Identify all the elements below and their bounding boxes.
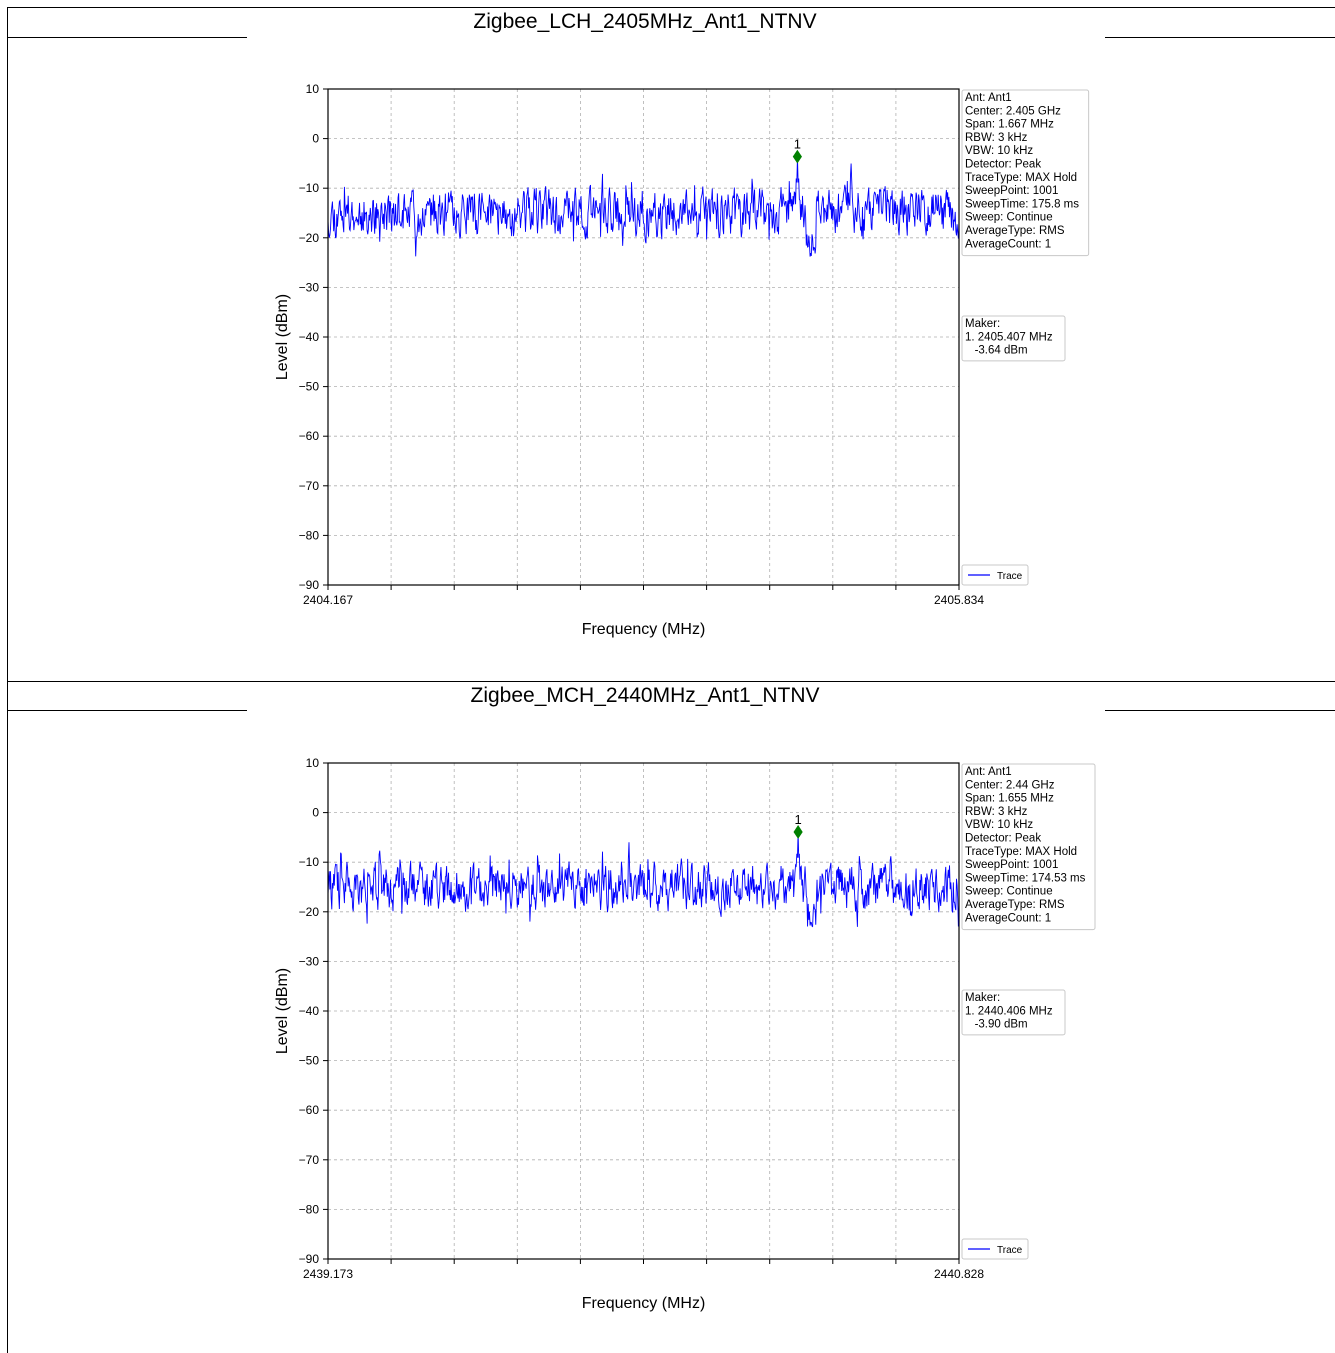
- maker-line: 1. 2440.406 MHz: [965, 1005, 1053, 1017]
- y-tick-label: −50: [299, 380, 320, 394]
- maker-box: [961, 315, 1066, 362]
- x-axis-label: Frequency (MHz): [582, 1295, 706, 1312]
- title-underline-left: [7, 37, 247, 38]
- settings-line: AverageCount: 1: [965, 238, 1051, 250]
- settings-line: Center: 2.405 GHz: [965, 105, 1061, 117]
- legend-box: [961, 564, 1029, 586]
- settings-line: Detector: Peak: [965, 159, 1041, 171]
- panel-left-border: [7, 681, 8, 1353]
- settings-line: TraceType: MAX Hold: [965, 172, 1077, 184]
- panel-left-border: [7, 7, 8, 681]
- y-tick-label: −30: [299, 954, 320, 968]
- y-tick-label: −60: [299, 1103, 320, 1117]
- y-tick-label: −90: [299, 578, 320, 592]
- settings-line: Span: 1.667 MHz: [965, 119, 1054, 131]
- maker-line: Maker:: [965, 992, 1000, 1004]
- x-tick-label: 2405.834: [934, 593, 984, 607]
- chart-title: Zigbee_LCH_2405MHz_Ant1_NTNV: [473, 10, 817, 33]
- y-tick-label: −80: [299, 528, 320, 542]
- settings-line: RBW: 3 kHz: [965, 132, 1028, 144]
- panel-top-border: [7, 7, 1335, 8]
- settings-line: AverageCount: 1: [965, 912, 1051, 924]
- x-axis-label: Frequency (MHz): [582, 621, 706, 638]
- settings-line: Center: 2.44 GHz: [965, 779, 1055, 791]
- panel-separator: [7, 681, 1335, 682]
- chart-panel-lch: Zigbee_LCH_2405MHz_Ant1_NTNV 10 0 −10 −20 −3…: [0, 7, 1335, 681]
- legend-box: [961, 1238, 1029, 1260]
- peak-marker: [792, 149, 802, 164]
- settings-line: RBW: 3 kHz: [965, 806, 1028, 818]
- chart-title: Zigbee_MCH_2440MHz_Ant1_NTNV: [470, 684, 820, 707]
- x-tick-label: 2440.828: [934, 1267, 984, 1281]
- title-underline-right: [1105, 37, 1335, 38]
- y-tick-label: −90: [299, 1252, 320, 1266]
- y-axis-label: Level (dBm): [274, 294, 291, 380]
- grid-lines: [328, 89, 959, 585]
- settings-line: Ant: Ant1: [965, 766, 1012, 778]
- x-tick-label: 2439.173: [303, 1267, 353, 1281]
- maker-line: 1. 2405.407 MHz: [965, 331, 1053, 343]
- y-tick-label: −50: [299, 1054, 320, 1068]
- settings-line: SweepTime: 174.53 ms: [965, 872, 1086, 884]
- maker-line: Maker:: [965, 318, 1000, 330]
- peak-marker-label: 1: [794, 137, 801, 152]
- y-tick-label: −80: [299, 1202, 320, 1216]
- y-tick-label: 10: [306, 82, 320, 96]
- y-tick-label: 10: [306, 756, 320, 770]
- y-tick-label: −20: [299, 231, 320, 245]
- y-tick-label: −40: [299, 330, 320, 344]
- maker-line: -3.64 dBm: [965, 345, 1028, 357]
- y-axis-label: Level (dBm): [274, 968, 291, 1054]
- trace-line: [327, 156, 960, 257]
- settings-line: VBW: 10 kHz: [965, 819, 1033, 831]
- title-underline-left: [7, 710, 247, 711]
- settings-line: SweepPoint: 1001: [965, 859, 1058, 871]
- title-underline-right: [1105, 710, 1335, 711]
- settings-line: VBW: 10 kHz: [965, 145, 1033, 157]
- y-tick-label: −70: [299, 479, 320, 493]
- maker-line: -3.90 dBm: [965, 1019, 1028, 1031]
- y-tick-label: −10: [299, 855, 320, 869]
- settings-line: SweepTime: 175.8 ms: [965, 198, 1079, 210]
- settings-box: [961, 89, 1090, 257]
- y-tick-label: −40: [299, 1004, 320, 1018]
- y-tick-label: −30: [299, 280, 320, 294]
- y-tick-label: −10: [299, 181, 320, 195]
- y-tick-label: −60: [299, 429, 320, 443]
- chart-panel-mch: Zigbee_MCH_2440MHz_Ant1_NTNV 10 0 −10 −20 −3…: [0, 681, 1335, 1353]
- peak-marker-label: 1: [794, 812, 801, 827]
- settings-line: SweepPoint: 1001: [965, 185, 1058, 197]
- y-tick-label: 0: [312, 806, 319, 820]
- settings-line: Sweep: Continue: [965, 886, 1053, 898]
- trace-line: [327, 831, 960, 928]
- settings-line: Detector: Peak: [965, 833, 1041, 845]
- x-tick-label: 2404.167: [303, 593, 353, 607]
- settings-box: [961, 763, 1096, 931]
- settings-line: AverageType: RMS: [965, 899, 1065, 911]
- maker-box: [961, 989, 1066, 1036]
- settings-line: Ant: Ant1: [965, 92, 1012, 104]
- y-tick-label: −70: [299, 1153, 320, 1167]
- settings-line: Span: 1.655 MHz: [965, 793, 1054, 805]
- settings-line: Sweep: Continue: [965, 212, 1053, 224]
- settings-line: TraceType: MAX Hold: [965, 846, 1077, 858]
- legend-label: Trace: [997, 1245, 1023, 1256]
- legend-label: Trace: [997, 571, 1023, 582]
- settings-line: AverageType: RMS: [965, 225, 1065, 237]
- grid-lines: [328, 763, 959, 1259]
- y-tick-label: 0: [312, 132, 319, 146]
- peak-marker: [793, 825, 803, 839]
- y-tick-label: −20: [299, 905, 320, 919]
